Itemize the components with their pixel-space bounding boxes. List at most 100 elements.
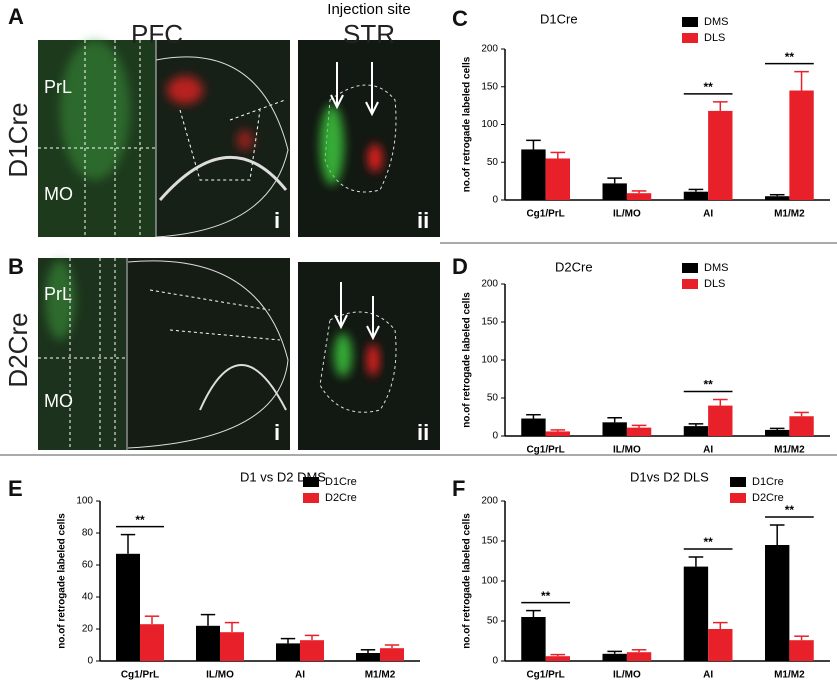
chart-title: D2Cre [555,259,593,274]
significance-label: ** [703,378,713,392]
y-tick-label: 0 [492,431,498,442]
bar [521,418,546,436]
bar [545,158,570,200]
region-label: PrL [44,77,72,97]
y-tick-label: 40 [82,592,94,603]
chart-title: D1Cre [540,11,578,26]
bar [626,193,652,200]
legend-label: DLS [704,32,725,44]
bar [545,431,570,436]
y-tick-label: 0 [492,195,498,206]
legend-swatch [730,477,746,487]
bar [196,625,220,661]
bar [765,429,790,436]
y-tick-label: 60 [82,560,94,571]
x-tick-label: AI [703,209,713,220]
chart-title: D1vs D2 DLS [630,469,709,484]
bar [356,653,380,661]
y-tick-label: 50 [487,616,499,627]
bar [708,110,733,200]
x-tick-label: IL/MO [613,670,641,681]
sub-label: ii [417,208,429,233]
panel-letter: C [452,6,468,31]
x-tick-label: M1/M2 [365,670,396,681]
y-tick-label: 100 [76,496,93,507]
y-tick-label: 20 [82,624,94,635]
bar [765,545,790,661]
bar [789,416,814,436]
legend-swatch [682,263,698,273]
bar [276,643,300,661]
bar [380,648,404,661]
bar [626,652,652,661]
bar [683,191,709,200]
sub-label: i [274,420,280,445]
significance-label: ** [785,50,795,64]
y-axis-label: no.of retrogade labeled cells [462,56,473,192]
bar [708,629,733,661]
image-title: Injection site [327,1,410,18]
bar [602,653,627,661]
x-tick-label: M1/M2 [774,670,805,681]
legend-swatch [682,17,698,27]
significance-label: ** [541,589,551,603]
image-b [38,258,440,450]
legend-label: DMS [704,262,728,274]
bar [626,427,652,436]
row-label: D2Cre [3,312,33,387]
x-tick-label: Cg1/PrL [526,445,564,456]
y-tick-label: 200 [481,496,498,507]
y-tick-label: 150 [481,317,498,328]
y-tick-label: 0 [492,656,498,667]
legend-swatch [303,477,319,487]
x-tick-label: IL/MO [206,670,234,681]
bar [300,640,324,661]
row-label: D1Cre [3,102,33,177]
y-tick-label: 150 [481,536,498,547]
x-tick-label: AI [703,445,713,456]
x-tick-label: M1/M2 [774,445,805,456]
panel-letter: E [8,476,23,501]
legend-swatch [303,493,319,503]
bar [521,617,546,661]
legend-swatch [730,493,746,503]
y-tick-label: 100 [481,119,498,130]
legend-label: D2Cre [752,492,784,504]
image-title: PFC [131,19,183,49]
y-axis-label: no.of retrogade labeled cells [462,292,473,428]
region-label: PrL [44,284,72,304]
significance-label: ** [785,503,795,517]
y-tick-label: 0 [87,656,93,667]
bar [683,426,709,436]
x-tick-label: Cg1/PrL [121,670,159,681]
bar [708,405,733,436]
legend-label: D2Cre [325,492,357,504]
y-axis-label: no.of retrogade labeled cells [57,513,68,649]
y-tick-label: 100 [481,355,498,366]
bar [602,422,627,436]
x-tick-label: M1/M2 [774,209,805,220]
bar [602,183,627,200]
panel-letter: F [452,476,465,501]
image-title: STR [343,19,395,49]
region-label: MO [44,184,73,204]
panel-letter: B [8,254,24,279]
legend-label: DLS [704,278,725,290]
bar [220,632,244,661]
panel-letter: A [8,4,24,29]
legend-label: DMS [704,16,728,28]
legend-swatch [682,279,698,289]
bar [683,566,709,661]
y-tick-label: 200 [481,44,498,55]
y-tick-label: 150 [481,81,498,92]
panel-letter: D [452,254,468,279]
significance-label: ** [703,535,713,549]
bar [789,640,814,661]
x-tick-label: AI [703,670,713,681]
legend-label: D1Cre [325,476,357,488]
region-label: MO [44,391,73,411]
bar [521,149,546,200]
significance-label: ** [703,80,713,94]
legend-swatch [682,33,698,43]
